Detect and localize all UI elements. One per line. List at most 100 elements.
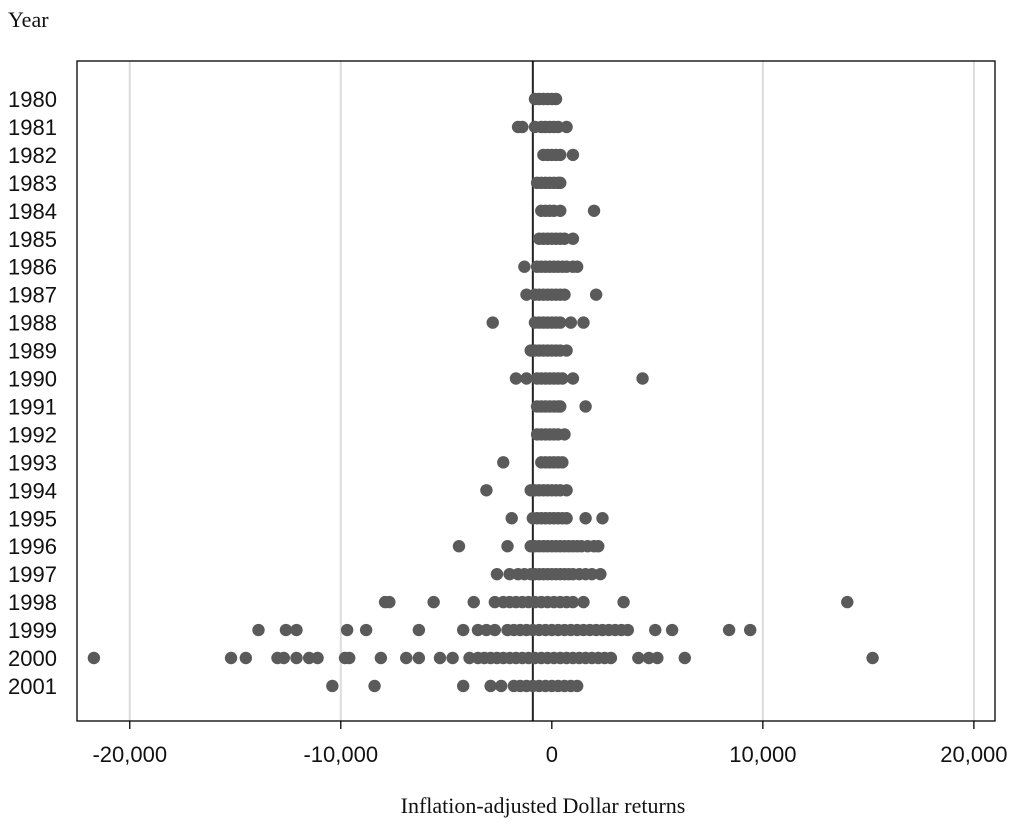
y-tick-label-1995: 1995 — [8, 506, 57, 531]
data-point — [277, 651, 291, 665]
y-tick-label-1980: 1980 — [8, 87, 57, 112]
data-point — [560, 484, 573, 497]
data-point — [484, 679, 497, 693]
y-tick-label-1996: 1996 — [8, 534, 57, 559]
data-point — [577, 595, 590, 609]
data-point — [516, 120, 529, 134]
y-tick-label-2000: 2000 — [8, 646, 57, 671]
data-point — [486, 316, 499, 329]
data-point — [488, 623, 502, 637]
data-point — [594, 567, 607, 581]
data-point — [433, 651, 447, 665]
data-point — [589, 288, 603, 301]
data-point — [494, 679, 508, 693]
data-point — [224, 651, 238, 665]
x-tick-label: 10,000 — [729, 742, 796, 767]
data-point — [604, 651, 618, 665]
data-point — [252, 623, 265, 637]
data-point — [554, 400, 567, 413]
data-point — [456, 679, 470, 693]
y-tick-label-1992: 1992 — [8, 422, 57, 447]
data-point — [518, 260, 531, 273]
y-tick-label-1982: 1982 — [8, 143, 57, 168]
data-point — [480, 484, 493, 497]
data-point — [632, 651, 645, 665]
data-point — [558, 428, 571, 441]
data-point — [505, 512, 518, 525]
data-point — [509, 372, 523, 385]
data-point — [665, 623, 679, 637]
data-point — [570, 679, 584, 693]
y-tick-label-1986: 1986 — [8, 255, 57, 280]
data-point — [554, 204, 567, 217]
data-point — [587, 204, 601, 217]
data-point — [400, 651, 413, 665]
y-tick-label-1988: 1988 — [8, 311, 57, 336]
data-point — [374, 651, 388, 665]
data-point — [467, 595, 480, 609]
y-tick-label-1999: 1999 — [8, 618, 57, 643]
data-point — [368, 679, 381, 693]
data-point — [412, 623, 426, 637]
data-point — [497, 456, 510, 469]
data-point — [577, 316, 590, 329]
data-point — [617, 595, 630, 609]
y-tick-label-1994: 1994 — [8, 478, 57, 503]
data-point — [359, 623, 373, 637]
data-point — [456, 623, 470, 637]
data-point — [566, 232, 580, 245]
data-point — [579, 400, 592, 413]
data-point — [566, 595, 580, 609]
data-point — [501, 540, 514, 553]
data-point — [558, 288, 571, 301]
x-tick-label: 20,000 — [940, 742, 1007, 767]
x-tick-label: -20,000 — [92, 742, 167, 767]
x-axis-title: Inflation-adjusted Dollar returns — [401, 793, 686, 818]
data-point — [579, 512, 592, 525]
data-point — [520, 372, 533, 385]
data-point — [722, 623, 736, 637]
y-tick-label-1983: 1983 — [8, 171, 57, 196]
data-point — [239, 651, 253, 665]
data-point — [560, 120, 573, 134]
data-point — [556, 456, 569, 469]
data-point — [326, 679, 339, 693]
data-point — [570, 260, 584, 273]
y-tick-label-1998: 1998 — [8, 590, 57, 615]
data-point — [651, 651, 664, 665]
x-tick-label: 0 — [546, 742, 558, 767]
data-point — [554, 176, 567, 190]
data-point — [592, 540, 605, 553]
data-point — [343, 651, 356, 665]
data-point — [446, 651, 459, 665]
x-tick-label: -10,000 — [303, 742, 378, 767]
y-tick-labels: 1980 1981 1982 1983 1984 1985 1986 1987 1988 1989… — [8, 87, 57, 699]
data-point — [560, 512, 573, 525]
y-axis-title: Year — [8, 7, 49, 32]
grid-layer — [128, 61, 975, 721]
y-tick-label-1991: 1991 — [8, 394, 57, 419]
y-tick-label-1981: 1981 — [8, 115, 57, 140]
data-point — [744, 623, 757, 637]
y-tick-label-1997: 1997 — [8, 562, 57, 587]
data-point — [554, 148, 567, 162]
y-tick-label-1990: 1990 — [8, 367, 57, 392]
data-point — [290, 651, 303, 665]
y-tick-label-1985: 1985 — [8, 227, 57, 252]
y-tick-label-2001: 2001 — [8, 674, 57, 699]
data-point — [621, 623, 634, 637]
points-layer — [87, 92, 879, 693]
data-point — [564, 316, 578, 329]
data-point — [311, 651, 324, 665]
y-tick-label-1984: 1984 — [8, 199, 57, 224]
y-tick-label-1993: 1993 — [8, 450, 57, 475]
data-point — [549, 92, 563, 106]
data-point — [290, 623, 303, 637]
x-tick-labels: -20,000 -10,000 0 10,000 20,000 — [92, 721, 1008, 767]
y-tick-label-1989: 1989 — [8, 339, 57, 364]
data-point — [412, 651, 426, 665]
data-point — [452, 540, 466, 553]
data-point — [383, 595, 396, 609]
data-point — [556, 372, 569, 385]
